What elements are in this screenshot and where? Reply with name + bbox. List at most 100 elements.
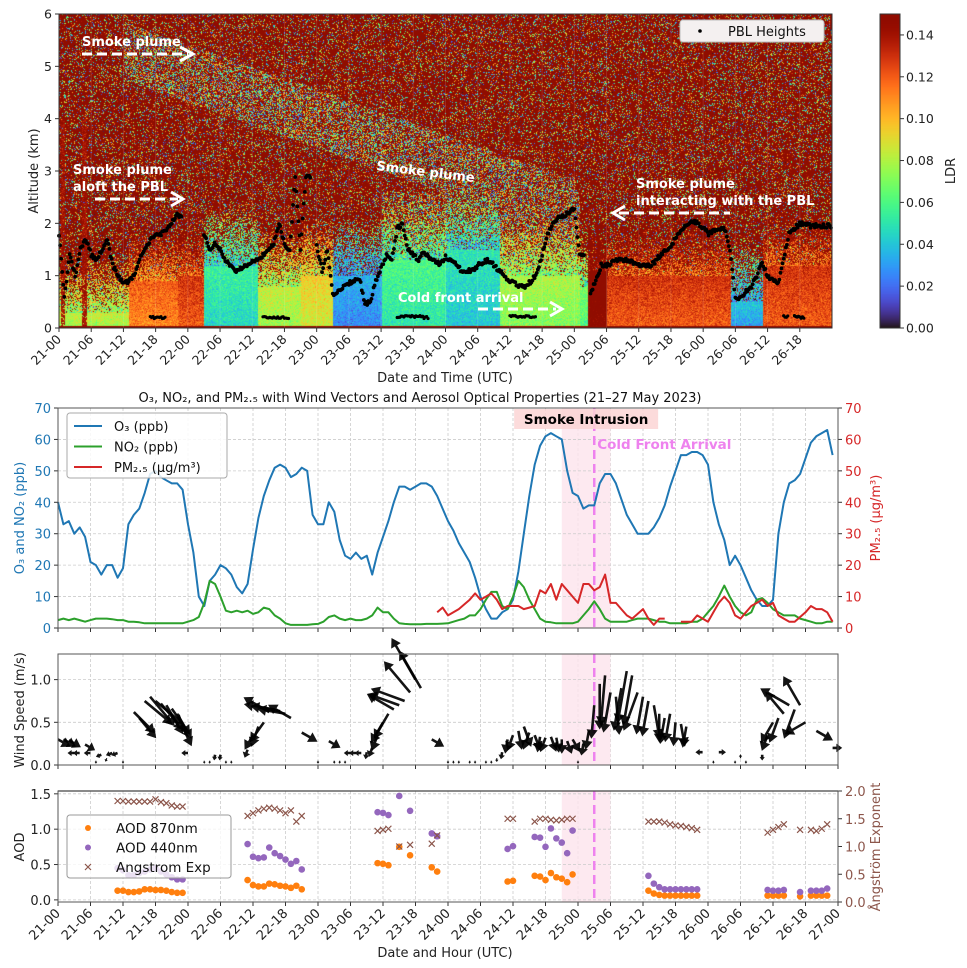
ytick-label-right: 60 [845, 433, 862, 448]
angstrom-point [678, 823, 684, 829]
ytick-label-left: 70 [34, 402, 51, 417]
lidar-xtick-label: 21-12 [92, 332, 128, 368]
pbl-height-point [73, 275, 77, 279]
wind-arrow-icon [431, 738, 444, 748]
pbl-height-point [359, 280, 363, 284]
angstrom-point [537, 816, 543, 822]
pbl-height-point [381, 262, 385, 266]
pbl-height-point [593, 282, 597, 286]
legend-label: Angstrom Exp [116, 860, 211, 876]
pbl-height-point [291, 203, 295, 207]
pbl-height-point [108, 247, 112, 251]
lidar-xtick-label: 24-06 [447, 331, 483, 367]
angstrom-point [255, 807, 261, 813]
pbl-height-point [390, 258, 394, 262]
lidar-xtick-label: 22-00 [157, 331, 193, 367]
pbl-height-point [147, 241, 151, 245]
aod-870-point [434, 868, 441, 875]
angstrom-point [299, 813, 305, 819]
pbl-height-point [295, 205, 299, 209]
pbl-height-point [710, 231, 714, 235]
angstrom-point [765, 830, 771, 836]
lidar-xtick-label: 22-12 [221, 332, 257, 368]
pbl-height-point [288, 248, 292, 252]
pbl-height-point [671, 242, 675, 246]
pbl-height-point [315, 243, 319, 247]
wind-arrow-icon [695, 749, 702, 755]
aod-440-point [569, 827, 576, 834]
wind-arrow-icon [73, 750, 80, 756]
angstrom-point [662, 820, 668, 826]
pbl-height-point [542, 245, 546, 249]
xtick-label: 24-12 [482, 906, 519, 943]
ytick-label-right: 2.0 [845, 785, 866, 800]
wind-arrow-icon [208, 761, 211, 764]
wind-arrow-icon [739, 754, 742, 758]
pbl-height-point [301, 217, 305, 221]
pbl-height-point [67, 260, 71, 264]
xtick-label: 22-18 [254, 906, 291, 943]
ytick-label-left: 30 [34, 528, 51, 543]
pbl-height-point [138, 258, 142, 262]
angstrom-point [261, 806, 267, 812]
pbl-height-point [825, 226, 829, 230]
pbl-height-point [732, 288, 736, 292]
xtick-label: 23-06 [319, 906, 356, 943]
annotation-aloft-line2: aloft the PBL [73, 180, 168, 195]
angstrom-point [656, 819, 662, 825]
aod-440-point [558, 839, 565, 846]
wind-arrow-icon [317, 761, 320, 764]
xtick-label: 22-00 [157, 906, 194, 943]
xtick-label: 22-12 [222, 906, 259, 943]
pbl-height-point [550, 224, 554, 228]
aod-440-point [553, 835, 560, 842]
colorbar-tick-label: 0.06 [906, 195, 934, 210]
xtick-label: 25-06 [579, 906, 616, 943]
pbl-height-point [534, 315, 537, 318]
aod-440-point [824, 885, 831, 892]
panel4-legend: AOD 870nm AOD 440nm Angstrom Exp [67, 815, 231, 878]
pbl-height-point [69, 256, 73, 260]
colorbar-tick-label: 0.02 [906, 279, 934, 294]
lidar-ytick-label: 6 [44, 7, 52, 22]
pbl-height-point [329, 274, 333, 278]
colorbar-tick-label: 0.08 [906, 153, 934, 168]
ytick-label-right: 40 [845, 496, 862, 511]
ytick-label-left: 1.0 [30, 823, 51, 838]
pbl-height-point [545, 237, 549, 241]
pbl-height-point [371, 293, 375, 297]
pbl-height-point [782, 257, 786, 261]
colorbar-tick-label: 0.10 [906, 111, 934, 126]
pbl-height-point [370, 297, 374, 301]
wind-arrow-icon [734, 761, 737, 764]
pbl-height-point [330, 283, 334, 287]
lidar-xtick-label: 24-00 [414, 331, 450, 367]
pbl-height-point [783, 253, 787, 257]
pbl-height-point [402, 228, 406, 232]
ytick-label-right: 1.0 [845, 841, 866, 856]
wind-arrow-icon [344, 761, 347, 764]
wind-arrow-icon [355, 750, 362, 756]
pbl-height-point [222, 256, 226, 260]
pbl-height-point [375, 278, 379, 282]
pbl-height-point [299, 248, 303, 252]
pbl-height-point [297, 219, 301, 223]
pbl-height-point [724, 230, 728, 234]
xtick-label: 26-12 [742, 906, 779, 943]
pbl-height-point [278, 224, 282, 228]
aod-xlabel: Date and Hour (UTC) [377, 946, 512, 961]
pbl-height-point [327, 256, 331, 260]
aod-440-point [244, 841, 251, 848]
ytick-label-left: 20 [34, 559, 51, 574]
ytick-label-right: 10 [845, 591, 862, 606]
pbl-height-point [728, 249, 732, 253]
pbl-height-point [76, 257, 80, 261]
legend-marker [85, 845, 91, 851]
aod-870-point [569, 871, 576, 878]
angstrom-point [180, 804, 186, 810]
lidar-xtick-label: 23-18 [382, 331, 418, 367]
wind-arrow-icon [95, 761, 98, 764]
pbl-height-point [414, 253, 418, 257]
lidar-xtick-label: 21-18 [124, 331, 160, 367]
